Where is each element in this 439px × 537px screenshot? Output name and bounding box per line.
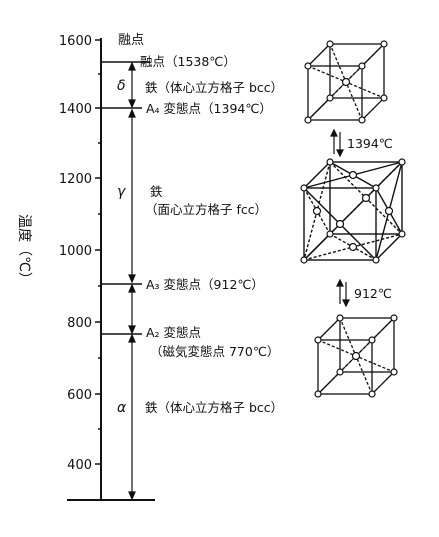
a3-transition-label: A₃ 変態点（912℃） bbox=[146, 277, 264, 292]
a2-transition-label: A₂ 変態点 bbox=[146, 325, 201, 340]
tick-label-1400: 1400 bbox=[59, 102, 92, 117]
bcc-cube-top bbox=[304, 40, 388, 124]
gamma-phase-label: 鉄 bbox=[150, 184, 163, 199]
delta-symbol: δ bbox=[117, 78, 126, 94]
delta-phase-label: 鉄（体心立方格子 bcc） bbox=[145, 80, 283, 95]
tick-label-400: 400 bbox=[67, 458, 92, 473]
tick-label-1000: 1000 bbox=[59, 244, 92, 259]
transition-temp-upper: 1394℃ bbox=[347, 136, 393, 151]
melting-point-label: 融点（1538℃） bbox=[140, 54, 236, 69]
tick-label-600: 600 bbox=[67, 388, 92, 403]
alpha-phase-label: 鉄（体心立方格子 bcc） bbox=[145, 400, 283, 415]
alpha-symbol: α bbox=[117, 400, 127, 416]
a4-transition-label: A₄ 変態点（1394℃） bbox=[146, 101, 272, 116]
transition-lines bbox=[101, 61, 150, 335]
gamma-symbol: γ bbox=[117, 184, 126, 200]
transition-temp-lower: 912℃ bbox=[354, 286, 392, 301]
a2-magnetic-label: （磁気変態点 770℃） bbox=[150, 344, 279, 359]
tick-label-1200: 1200 bbox=[59, 172, 92, 187]
range-arrows bbox=[128, 61, 136, 501]
top-label-melting: 融点 bbox=[118, 33, 144, 48]
bcc-cube-bottom bbox=[314, 314, 398, 398]
transition-arrow-lower bbox=[336, 278, 350, 308]
axis-ticks bbox=[95, 39, 101, 465]
transition-arrow-upper bbox=[330, 128, 344, 158]
tick-label-1600: 1600 bbox=[59, 34, 92, 49]
gamma-structure-label: （面心立方格子 fcc） bbox=[145, 202, 267, 217]
fcc-cube-middle bbox=[300, 158, 406, 264]
tick-label-800: 800 bbox=[67, 316, 92, 331]
axis-title: 温度（℃） bbox=[16, 214, 32, 286]
